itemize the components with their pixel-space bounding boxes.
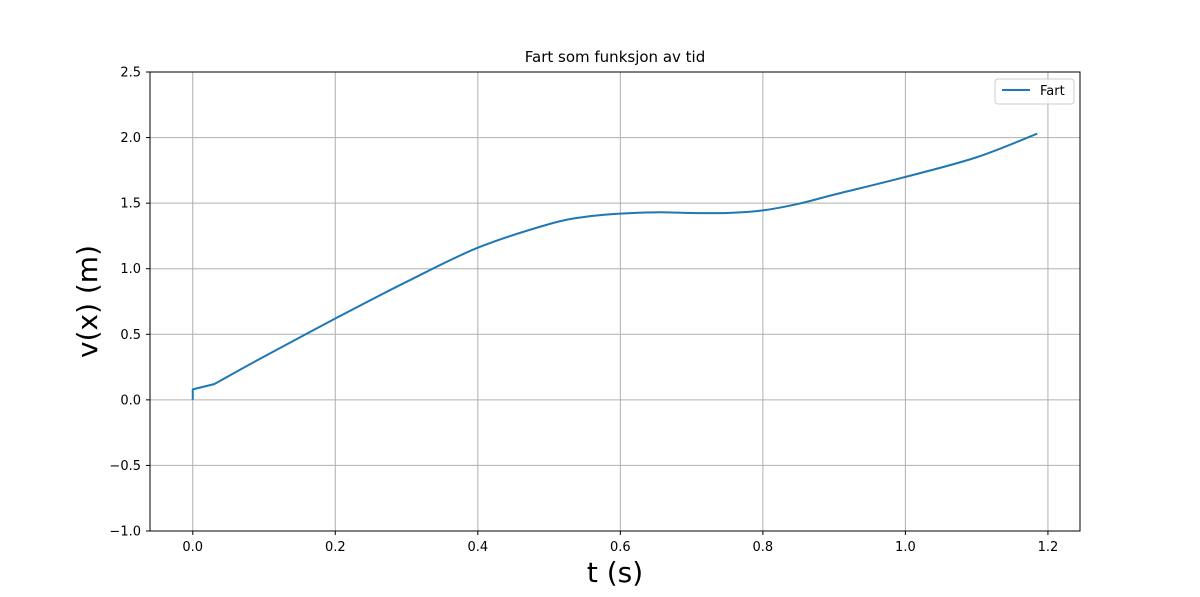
x-tick-label: 0.8: [753, 540, 774, 555]
x-tick-label: 0.2: [325, 540, 346, 555]
x-axis-label: t (s): [587, 556, 643, 589]
y-tick-label: −0.5: [109, 459, 141, 474]
y-tick-label: 2.5: [120, 66, 141, 81]
y-tick-label: −1.0: [109, 525, 141, 540]
x-tick-label: 0.6: [610, 540, 631, 555]
x-tick-label: 1.2: [1038, 540, 1059, 555]
y-axis-ticks: −1.0 −0.5 0.0 0.5 1.0 1.5 2.0 2.5: [109, 66, 150, 540]
y-axis-label: v(x) (m): [71, 245, 104, 358]
x-axis-ticks: 0.0 0.2 0.4 0.6 0.8 1.0 1.2: [182, 531, 1058, 555]
plot-frame: [149, 71, 1081, 532]
y-tick-label: 2.0: [120, 131, 141, 146]
series-line-fart: [191, 132, 1038, 400]
series-lines: [191, 132, 1038, 400]
grid-lines: [150, 71, 1080, 532]
y-tick-label: 0.5: [120, 328, 141, 343]
y-tick-label: 0.0: [120, 393, 141, 408]
y-tick-label: 1.0: [120, 262, 141, 277]
legend: Fart: [994, 78, 1075, 105]
x-tick-label: 1.0: [895, 540, 916, 555]
x-tick-label: 0.4: [467, 540, 488, 555]
legend-box: [994, 78, 1075, 105]
chart-title: Fart som funksjon av tid: [525, 48, 705, 66]
x-tick-label: 0.0: [182, 540, 203, 555]
y-tick-label: 1.5: [120, 197, 141, 212]
legend-label-fart: Fart: [1040, 84, 1065, 99]
